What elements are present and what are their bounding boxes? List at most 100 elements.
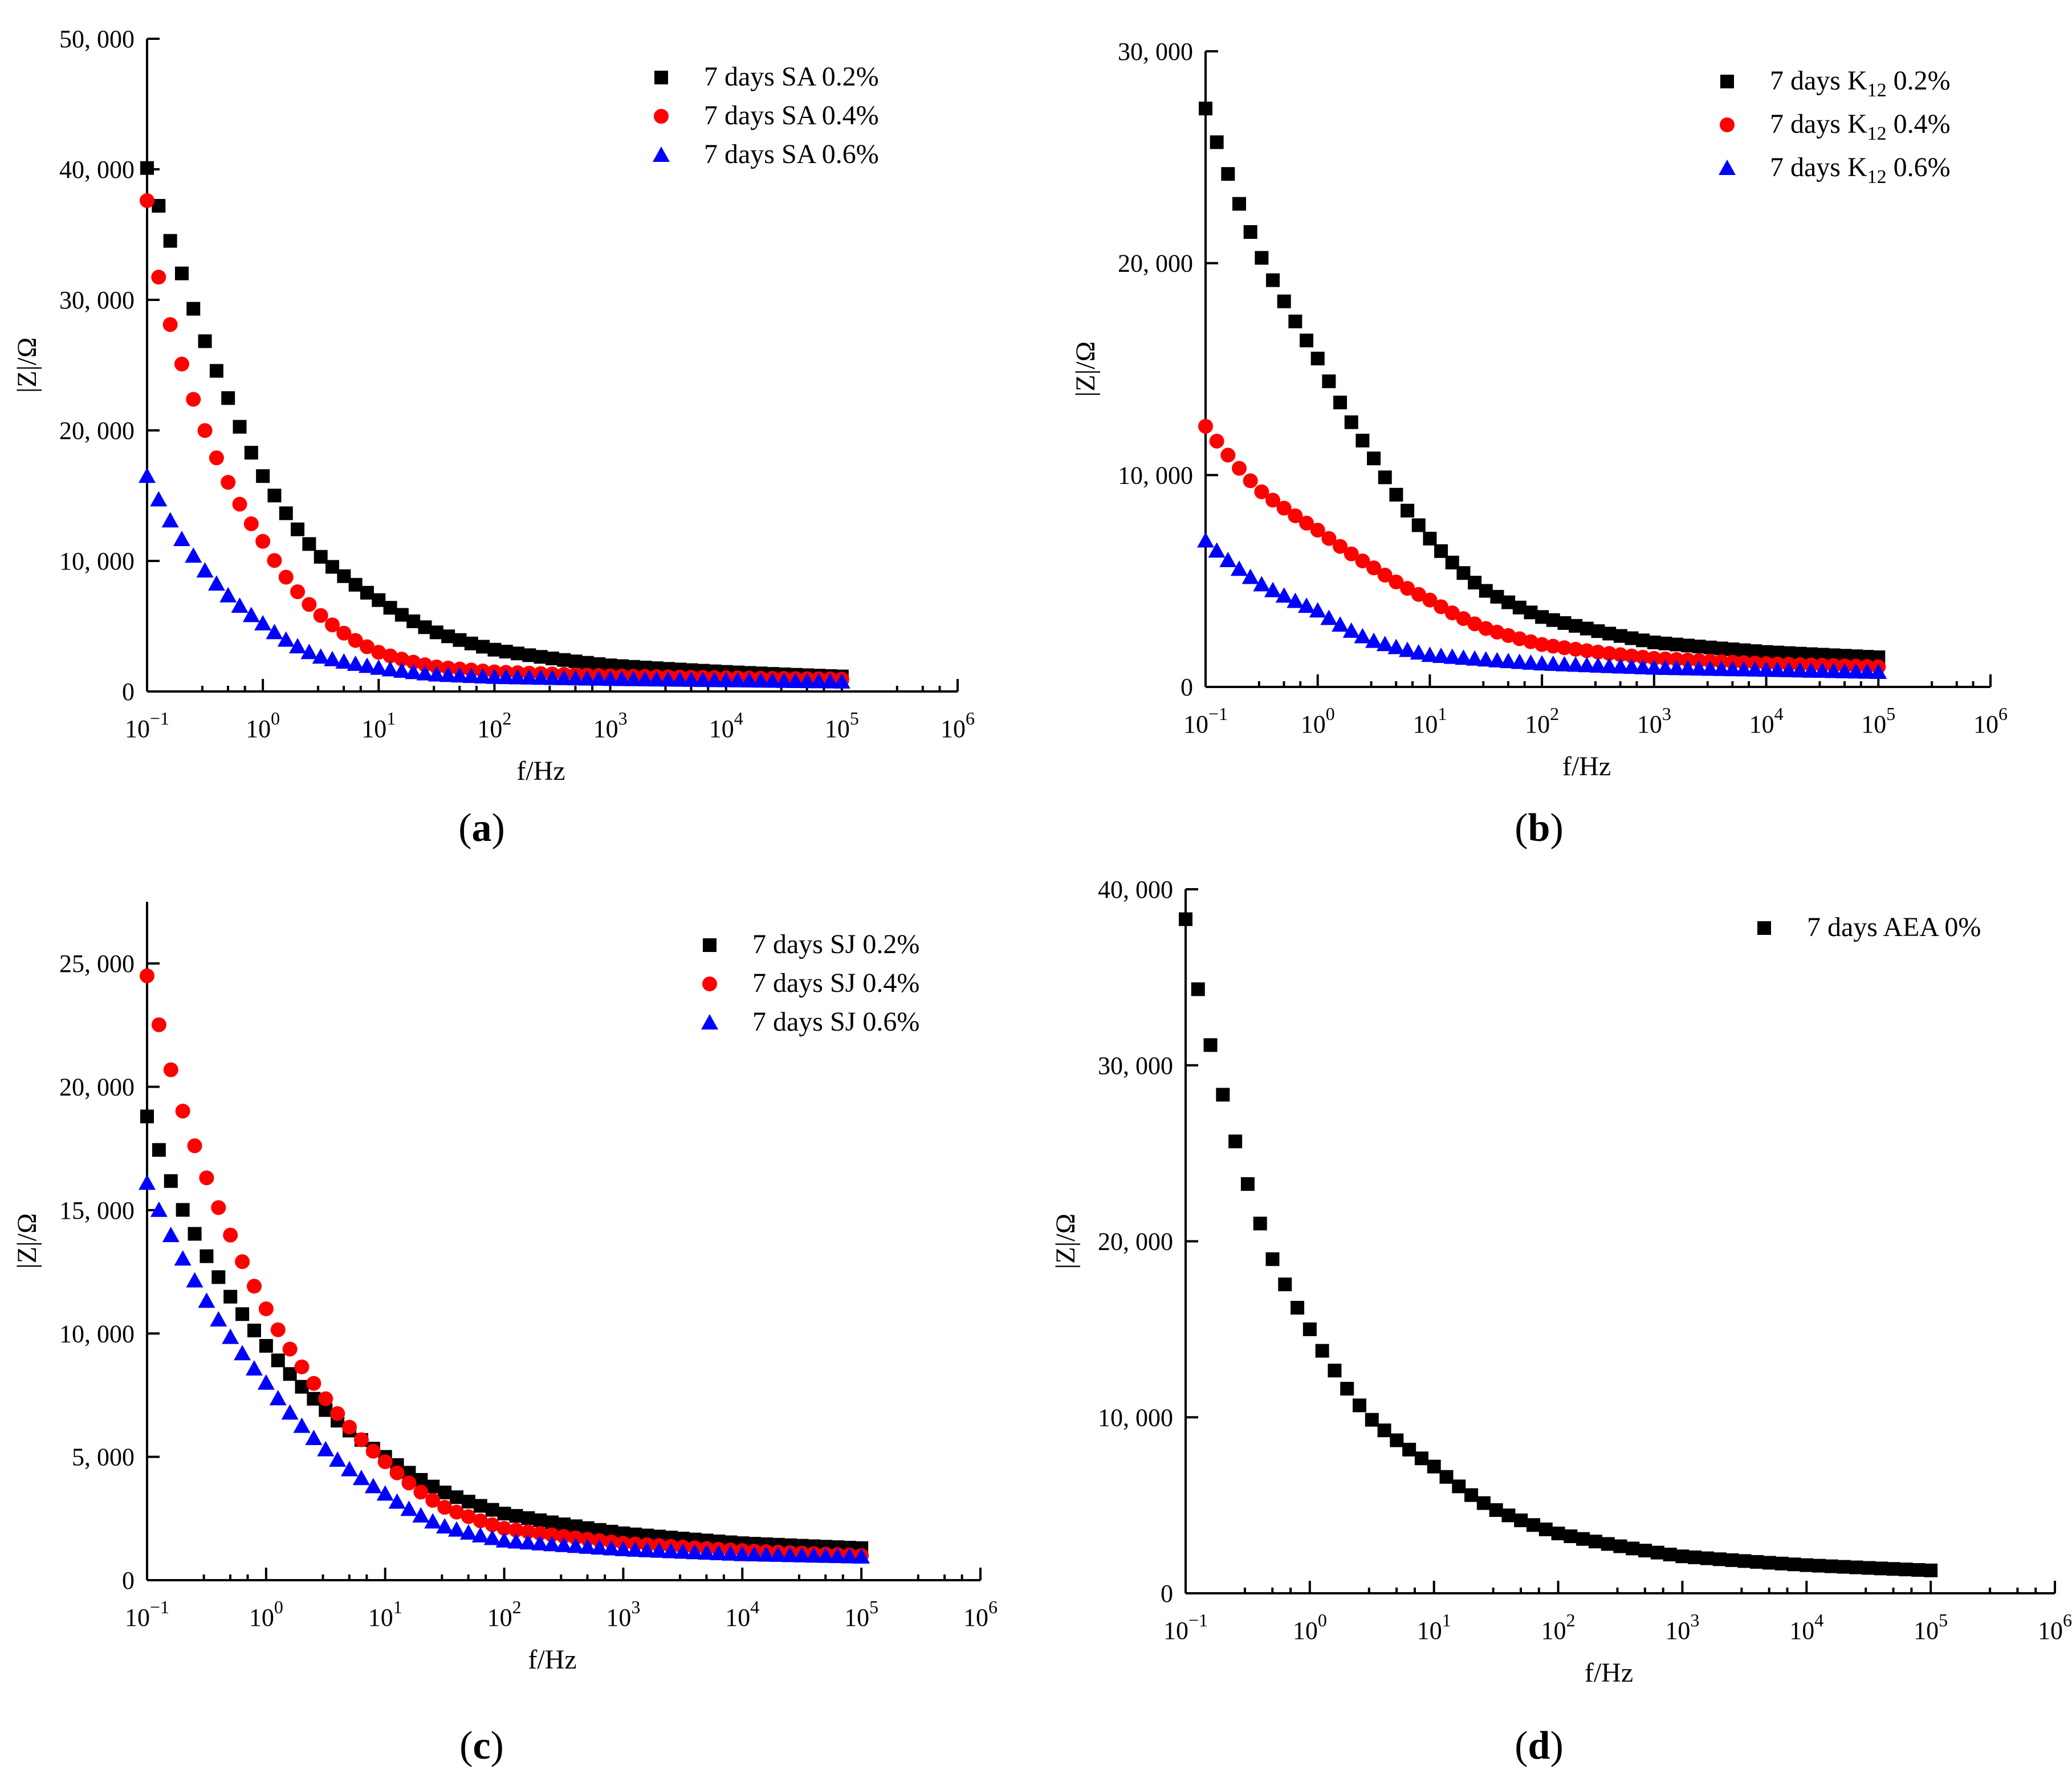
legend-entry: 7 days AEA 0% <box>1807 912 1981 942</box>
legend-entry: 7 days SJ 0.6% <box>752 1007 919 1037</box>
data-point <box>1870 663 1887 679</box>
data-point <box>1378 470 1392 485</box>
y-tick-label: 0 <box>122 678 135 706</box>
data-point <box>1769 661 1786 677</box>
data-point <box>150 1201 168 1217</box>
data-point <box>464 636 478 650</box>
data-point <box>461 1509 476 1524</box>
data-point <box>277 631 295 647</box>
data-point <box>313 608 328 623</box>
data-point <box>211 1200 226 1215</box>
data-point <box>270 1322 286 1337</box>
data-point <box>329 1451 347 1467</box>
data-point <box>1588 1535 1602 1549</box>
data-point <box>231 597 249 613</box>
data-point <box>1232 461 1247 476</box>
x-axis-title: f/Hz <box>528 1645 576 1675</box>
data-point <box>425 1492 441 1508</box>
data-point <box>1568 641 1583 657</box>
data-point <box>1322 374 1336 388</box>
data-point <box>805 1547 823 1563</box>
legend-entry: 7 days K12 0.2% <box>1770 66 1951 101</box>
x-tick-label: 10−1 <box>125 708 169 743</box>
data-point <box>1299 515 1314 531</box>
data-point <box>1589 657 1607 673</box>
data-point <box>555 1536 572 1552</box>
data-point <box>486 668 503 684</box>
data-point <box>1389 487 1403 502</box>
series-1 <box>140 1109 869 1555</box>
data-point <box>833 673 850 689</box>
data-point <box>1365 632 1383 648</box>
data-point <box>400 1500 418 1516</box>
data-point <box>1675 1549 1690 1564</box>
data-point <box>1712 660 1730 676</box>
data-point <box>511 646 525 661</box>
data-point <box>140 193 154 208</box>
data-point <box>1241 568 1259 584</box>
data-point <box>1253 576 1271 592</box>
data-point <box>348 633 363 648</box>
data-point <box>382 648 398 664</box>
data-point <box>601 670 619 686</box>
legend-entry: 7 days SJ 0.2% <box>752 929 919 959</box>
data-point <box>1847 663 1865 679</box>
data-point <box>1221 167 1235 181</box>
data-point <box>325 617 340 633</box>
data-point <box>246 1279 262 1294</box>
data-point <box>1712 1552 1727 1567</box>
data-point <box>1544 655 1562 671</box>
data-point <box>1232 197 1247 211</box>
x-tick-label: 104 <box>709 708 743 743</box>
data-point <box>279 506 293 520</box>
data-point <box>1787 1557 1801 1572</box>
data-point <box>1444 605 1460 621</box>
data-point <box>372 593 386 607</box>
data-point <box>1466 650 1484 666</box>
data-point <box>200 1249 214 1263</box>
data-point <box>1874 1561 1888 1576</box>
data-point <box>579 1538 596 1554</box>
data-point <box>638 1541 656 1557</box>
data-point <box>1837 1560 1851 1574</box>
legend: 7 days K12 0.2% 7 days K12 0.4% 7 days K12… <box>1719 66 1951 188</box>
data-point <box>413 1484 429 1500</box>
data-point <box>140 1109 154 1124</box>
data-point <box>1624 648 1639 664</box>
data-point <box>1210 135 1224 149</box>
data-point <box>1421 646 1439 662</box>
data-point <box>648 671 665 687</box>
data-point <box>450 1490 464 1504</box>
data-point <box>567 670 584 686</box>
data-point <box>293 1417 311 1433</box>
data-point <box>531 1535 549 1551</box>
data-point <box>533 1513 547 1527</box>
data-point <box>769 1546 787 1562</box>
legend-marker <box>703 938 717 952</box>
data-point <box>294 1359 310 1374</box>
data-point <box>244 446 258 460</box>
data-point <box>278 569 294 585</box>
data-point <box>223 1289 238 1304</box>
data-point <box>1501 1508 1516 1523</box>
data-point <box>1534 637 1550 652</box>
data-point <box>1377 567 1393 583</box>
data-point <box>722 1545 739 1561</box>
legend: 7 days SJ 0.2% 7 days SJ 0.4% 7 days SJ 0.… <box>701 929 919 1037</box>
data-point <box>451 667 469 683</box>
data-point <box>281 1404 299 1420</box>
data-point <box>1802 662 1820 678</box>
data-point <box>267 489 282 503</box>
data-point <box>139 1174 156 1190</box>
data-point <box>1402 1442 1416 1456</box>
data-point <box>1650 1545 1664 1560</box>
data-point <box>590 670 608 686</box>
data-point <box>793 1547 811 1563</box>
data-point <box>389 1465 405 1480</box>
data-point <box>439 666 457 682</box>
data-point <box>1623 658 1640 674</box>
chart-panel-b: 0 10, 000 20, 000 30, 000 10−1 100 101 102 103 10… <box>1070 38 2008 782</box>
data-point <box>476 640 490 654</box>
data-point <box>1735 661 1753 677</box>
data-point <box>1551 1527 1565 1541</box>
